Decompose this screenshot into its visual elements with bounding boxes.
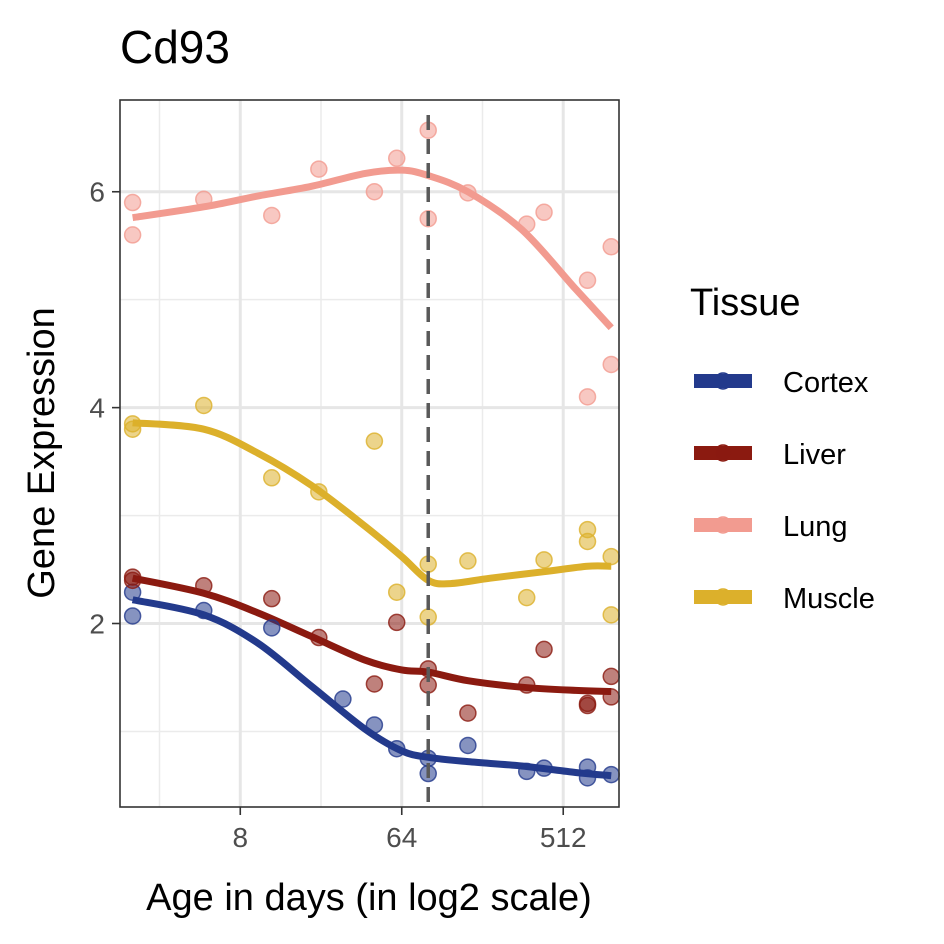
data-point-muscle [578,532,597,551]
legend-items: Cortex Liver Lung Muscle [694,367,875,615]
plot-border [119,99,620,808]
legend-label-lung: Lung [783,511,848,543]
data-point-lung [578,388,597,406]
grid-minor [120,100,619,807]
y-tick-label: 4 [89,393,105,424]
data-point-lung [602,238,620,256]
data-point-cortex [517,762,536,781]
x-tick-label: 8 [232,822,248,853]
data-point-muscle [602,547,620,566]
data-point-cortex [459,736,477,755]
data-point-liver [263,589,281,608]
data-point-muscle [602,606,620,624]
legend-item-muscle: Muscle [694,583,875,615]
data-point-lung [123,193,142,212]
data-point-lung [123,226,142,244]
data-point-liver [517,676,536,694]
data-point-liver [195,576,213,595]
legend-label-liver: Liver [783,439,846,471]
y-axis-ticks: 2 4 6 [89,177,120,640]
data-points [123,121,620,787]
data-point-muscle [195,396,213,415]
x-axis-title: Age in days (in log2 scale) [146,877,592,919]
data-point-liver [310,628,328,647]
smooth-line-liver [131,574,612,696]
data-point-lung [195,190,213,209]
y-tick-label: 2 [89,609,105,640]
legend-key-point [714,516,732,534]
data-point-lung [459,184,477,202]
x-axis-ticks: 8 64 512 [232,807,587,853]
data-point-lung [263,206,281,225]
data-point-lung [387,149,406,168]
data-point-liver [123,571,142,590]
legend-label-muscle: Muscle [783,583,875,615]
data-point-muscle [387,583,406,601]
data-point-muscle [263,469,281,487]
data-point-liver [602,667,620,686]
data-point-cortex [123,607,142,625]
data-point-cortex [365,716,384,734]
data-point-liver [365,675,384,693]
data-point-liver [602,688,620,706]
legend-item-lung: Lung [694,511,848,543]
legend-key-point [714,372,732,390]
smooth-line-lung [132,166,614,331]
data-point-muscle [365,432,384,450]
data-point-liver [578,696,597,715]
data-point-liver [535,640,553,659]
x-tick-label: 64 [386,822,417,853]
data-point-lung [310,160,328,178]
y-tick-label: 6 [89,177,105,208]
data-point-cortex [387,739,406,758]
data-point-lung [517,215,536,233]
data-point-cortex [602,765,620,784]
y-axis-title: Gene Expression [21,307,63,599]
data-point-cortex [195,601,213,620]
legend: Tissue Cortex Liver Lung Muscle [690,282,875,615]
legend-item-liver: Liver [694,439,846,471]
data-point-lung [602,355,620,374]
data-point-liver [459,704,477,722]
data-point-liver [387,613,406,632]
data-point-muscle [123,420,142,438]
data-point-lung [365,182,384,201]
data-point-muscle [535,551,553,569]
chart-title: Cd93 [120,21,230,73]
data-point-cortex [535,759,553,777]
legend-item-cortex: Cortex [694,367,869,399]
legend-key-point [714,444,732,462]
data-point-lung [578,271,597,290]
data-point-muscle [459,552,477,570]
legend-label-cortex: Cortex [783,367,869,399]
data-point-muscle [517,588,536,607]
x-tick-label: 512 [540,822,587,853]
data-point-cortex [578,769,597,787]
data-point-lung [535,203,553,222]
legend-key-point [714,588,732,606]
smooth-line-muscle [132,419,612,588]
data-point-cortex [263,619,281,637]
data-point-muscle [310,483,328,501]
data-point-cortex [334,690,352,708]
legend-title: Tissue [690,282,801,324]
